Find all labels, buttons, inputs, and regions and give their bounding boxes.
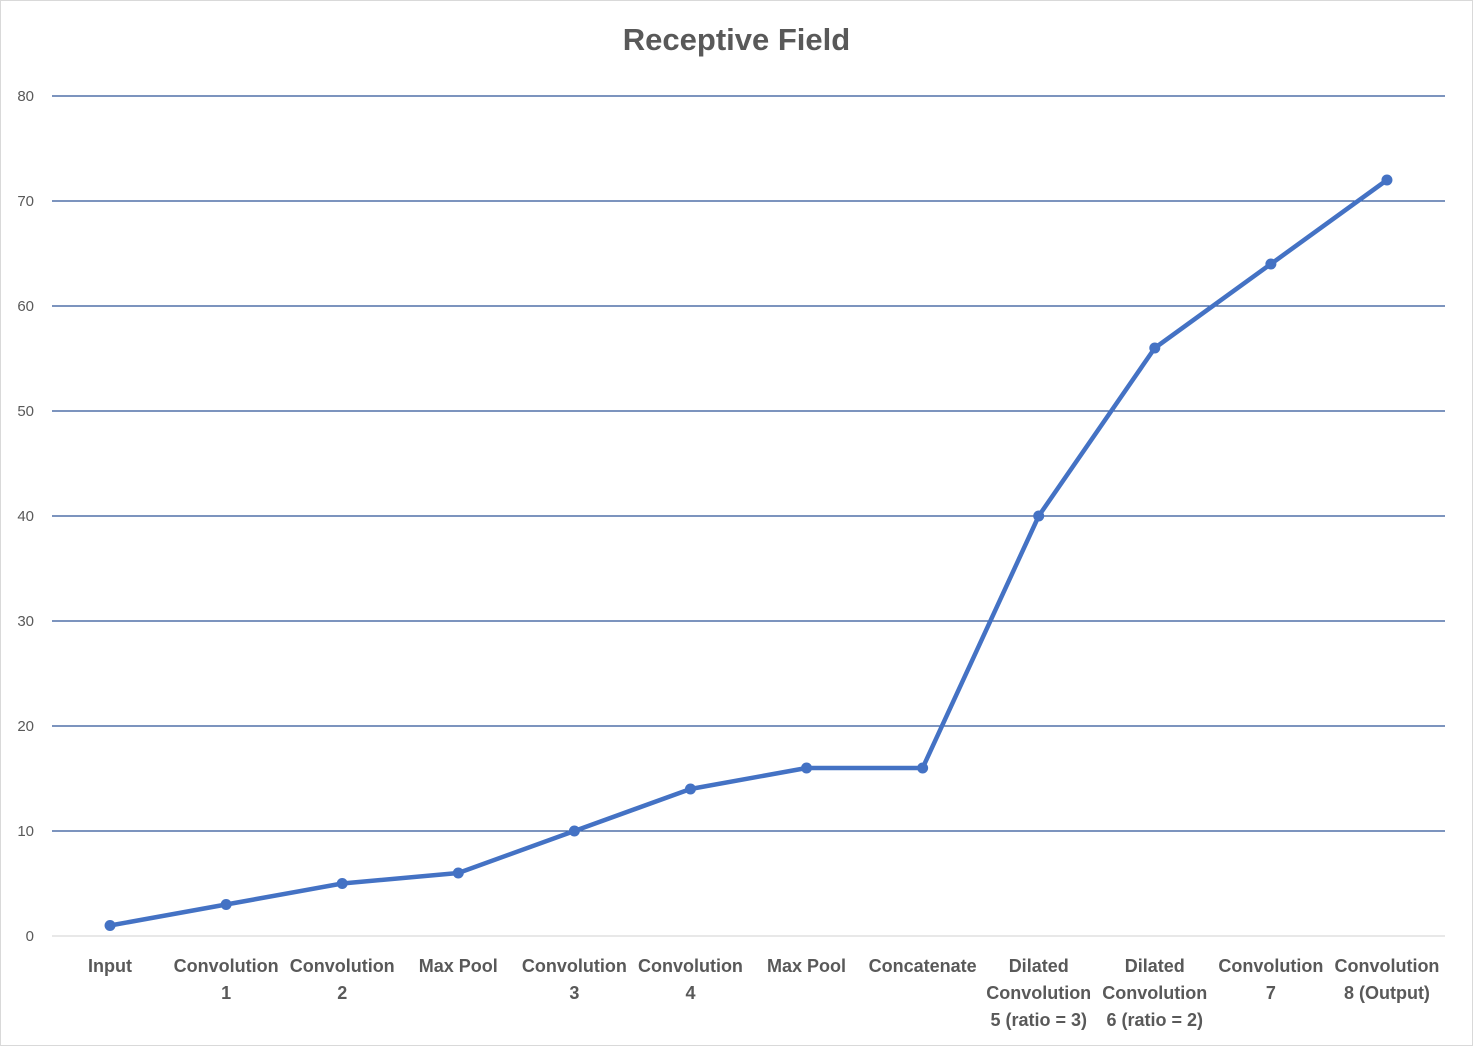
x-tick-label-line: Max Pool	[767, 956, 846, 976]
x-tick-label-line: 3	[569, 983, 579, 1003]
y-tick-label: 50	[17, 403, 34, 420]
x-tick-label-line: Max Pool	[419, 956, 498, 976]
data-point	[1033, 510, 1045, 522]
gridlines	[52, 95, 1445, 937]
x-tick-label-line: 7	[1266, 983, 1276, 1003]
x-tick-label-line: 8 (Output)	[1344, 983, 1430, 1003]
series	[104, 174, 1393, 931]
data-point	[336, 878, 348, 889]
x-tick-label-line: Convolution	[290, 956, 395, 976]
data-point	[568, 825, 580, 837]
x-tick-label: Convolution 3	[522, 956, 627, 1003]
x-tick-label-line: 2	[337, 983, 347, 1003]
x-tick-label-line: Convolution	[1334, 956, 1439, 976]
x-tick-label-line: Concatenate	[869, 956, 977, 976]
x-tick-label-line: Convolution	[638, 956, 743, 976]
x-tick-label-line: Dilated	[1009, 956, 1069, 976]
x-tick-label-line: 6 (ratio = 2)	[1107, 1010, 1204, 1030]
x-tick-label-line: Dilated	[1125, 956, 1185, 976]
x-tick-label: Convolution 7	[1218, 956, 1323, 1003]
y-axis: 0 10 20 30 40 50 60 70 80	[17, 88, 34, 945]
x-tick-label-line: Convolution	[986, 983, 1091, 1003]
x-tick-label-line: Convolution	[522, 956, 627, 976]
data-point	[452, 867, 464, 879]
data-point	[684, 783, 696, 795]
x-tick-label-line: Convolution	[174, 956, 279, 976]
y-tick-label: 30	[17, 613, 34, 630]
y-tick-label: 20	[17, 718, 34, 735]
y-tick-label: 70	[17, 193, 34, 210]
x-tick-label: Dilated Convolution 5 (ratio = 3)	[986, 956, 1091, 1030]
data-point	[1149, 342, 1161, 354]
x-tick-label-line: 5 (ratio = 3)	[990, 1010, 1087, 1030]
y-tick-label: 60	[17, 298, 34, 315]
x-tick-label: Convolution 1	[174, 956, 279, 1003]
series-line	[107, 177, 1390, 928]
x-tick-label-line: Convolution	[1218, 956, 1323, 976]
x-axis: Input Convolution 1 Convolution 2 Max Pool Con…	[88, 956, 1439, 1030]
data-point	[917, 762, 929, 774]
x-tick-label: Convolution 2	[290, 956, 395, 1003]
x-tick-label: Convolution 8 (Output)	[1334, 956, 1439, 1003]
y-tick-label: 10	[17, 823, 34, 840]
chart-title: Receptive Field	[622, 22, 851, 57]
x-tick-label-line: Convolution	[1102, 983, 1207, 1003]
x-tick-label-line: 1	[221, 983, 231, 1003]
x-tick-label: Max Pool	[767, 956, 846, 976]
x-tick-label: Concatenate	[869, 956, 977, 976]
data-point	[1381, 174, 1393, 186]
data-point	[104, 920, 116, 931]
x-tick-label: Convolution 4	[638, 956, 743, 1003]
x-tick-label-line: Input	[88, 956, 132, 976]
y-tick-label: 80	[17, 88, 34, 105]
x-tick-label: Input	[88, 956, 132, 976]
x-tick-label: Dilated Convolution 6 (ratio = 2)	[1102, 956, 1207, 1030]
data-point	[1265, 258, 1277, 270]
x-tick-label: Max Pool	[419, 956, 498, 976]
y-tick-label: 40	[17, 508, 34, 525]
data-point	[220, 899, 232, 910]
x-tick-label-line: 4	[685, 983, 695, 1003]
y-tick-label: 0	[26, 928, 34, 945]
data-point	[801, 762, 813, 774]
